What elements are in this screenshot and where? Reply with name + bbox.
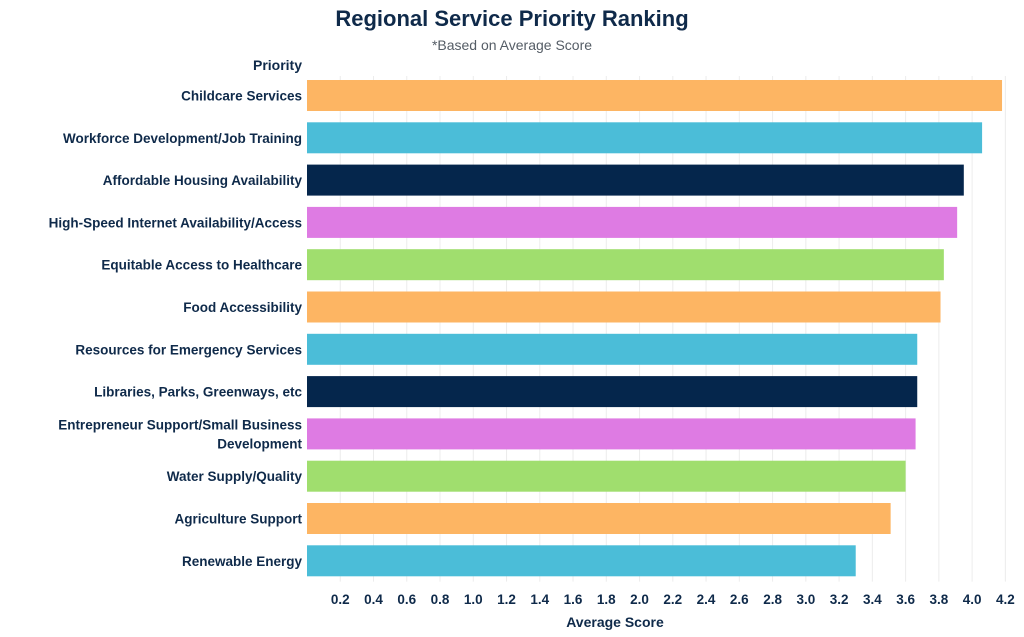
x-tick-label: 2.8 — [763, 592, 782, 607]
category-label: Renewable Energy — [182, 554, 303, 569]
category-label: Childcare Services — [181, 89, 302, 104]
x-tick-label: 4.2 — [996, 592, 1015, 607]
category-label: Workforce Development/Job Training — [63, 131, 302, 146]
x-tick-label: 1.2 — [497, 592, 516, 607]
bar — [307, 418, 916, 450]
bar — [307, 460, 906, 492]
bar — [307, 80, 1003, 111]
x-tick-label: 2.0 — [630, 592, 649, 607]
x-tick-label: 0.4 — [364, 592, 383, 607]
x-tick-label: 1.0 — [464, 592, 483, 607]
bar — [307, 249, 944, 281]
x-tick-label: 0.2 — [331, 592, 350, 607]
x-tick-label: 1.6 — [564, 592, 583, 607]
bar — [307, 164, 964, 196]
bar — [307, 545, 856, 577]
x-tick-label: 3.6 — [896, 592, 915, 607]
category-label: Food Accessibility — [183, 300, 302, 315]
bar — [307, 291, 941, 323]
x-tick-label: 3.4 — [863, 592, 882, 607]
category-axis-header: Priority — [252, 57, 302, 73]
x-tick-label: 3.8 — [929, 592, 948, 607]
category-label: Agriculture Support — [175, 512, 303, 527]
bar — [307, 206, 958, 238]
category-label: High-Speed Internet Availability/Access — [49, 215, 302, 230]
chart-title: Regional Service Priority Ranking — [335, 6, 689, 31]
category-label: Equitable Access to Healthcare — [101, 258, 302, 273]
x-tick-label: 2.2 — [663, 592, 682, 607]
bar — [307, 503, 891, 534]
x-tick-label: 3.2 — [830, 592, 849, 607]
x-tick-label: 2.6 — [730, 592, 749, 607]
x-tick-label: 3.0 — [796, 592, 815, 607]
category-label: Libraries, Parks, Greenways, etc — [94, 385, 302, 400]
x-tick-label: 0.8 — [431, 592, 450, 607]
category-label: Water Supply/Quality — [167, 469, 303, 484]
bar — [307, 333, 918, 365]
category-label: Affordable Housing Availability — [103, 173, 303, 188]
category-label: Development — [217, 436, 302, 451]
x-tick-label: 1.4 — [530, 592, 549, 607]
bar — [307, 122, 983, 154]
x-tick-label: 0.6 — [397, 592, 416, 607]
x-tick-label: 1.8 — [597, 592, 616, 607]
bar — [307, 376, 918, 408]
category-label: Resources for Emergency Services — [75, 342, 302, 357]
x-tick-label: 4.0 — [963, 592, 982, 607]
chart-subtitle: *Based on Average Score — [431, 37, 593, 53]
category-label: Entrepreneur Support/Small Business — [58, 417, 302, 432]
x-axis-label: Average Score — [566, 614, 664, 630]
x-tick-label: 2.4 — [697, 592, 716, 607]
